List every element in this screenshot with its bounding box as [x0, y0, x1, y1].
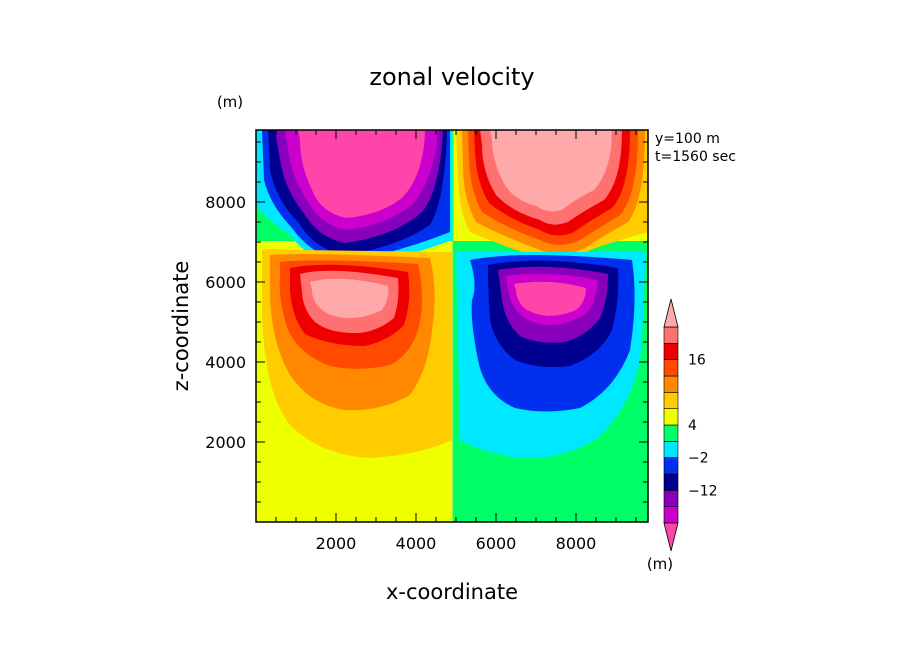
colorbar-swatch	[663, 506, 679, 524]
contour-mid-left	[262, 249, 452, 458]
colorbar-swatch	[663, 408, 679, 426]
chart-title: zonal velocity	[369, 63, 534, 91]
center-divider	[452, 130, 454, 522]
colorbar-tick-label: −12	[688, 483, 718, 499]
colorbar-swatch	[663, 473, 679, 491]
x-tick-label: 4000	[396, 534, 437, 553]
colorbar-swatch	[663, 424, 679, 442]
colorbar-extend-bottom	[663, 522, 679, 552]
y-unit-label: (m)	[217, 93, 243, 111]
colorbar-tick-label: 4	[688, 418, 697, 434]
colorbar-swatch	[663, 359, 679, 377]
colorbar-extend-top	[663, 298, 679, 328]
colorbar: 16 4 −2 −12	[663, 298, 718, 552]
colorbar-swatch	[663, 375, 679, 393]
x-tick-label: 6000	[476, 534, 517, 553]
x-axis-label: x-coordinate	[386, 580, 518, 604]
contour-upper-left	[256, 130, 452, 268]
y-tick-label: 2000	[205, 433, 246, 452]
y-tick-label: 6000	[205, 273, 246, 292]
plot-frame	[255, 129, 649, 523]
x-tick-label: 8000	[556, 534, 597, 553]
x-tick-label: 2000	[316, 534, 357, 553]
colorbar-swatch	[663, 457, 679, 475]
colorbar-tick-label: 16	[688, 353, 706, 369]
annotation-y: y=100 m	[655, 131, 720, 147]
colorbar-swatch	[663, 392, 679, 409]
colorbar-swatch	[663, 343, 679, 360]
y-axis-ticks: 2000 4000 6000 8000	[205, 141, 648, 503]
colorbar-swatch	[663, 441, 679, 458]
colorbar-swatch	[663, 326, 679, 344]
x-axis-ticks: 2000 4000 6000 8000	[275, 130, 637, 553]
contour-upper-right	[456, 130, 648, 262]
colorbar-swatch	[663, 490, 679, 507]
colorbar-unit-label: (m)	[647, 555, 673, 573]
colorbar-tick-label: −2	[688, 451, 709, 467]
contour-mid-right	[456, 252, 645, 459]
y-axis-label: z-coordinate	[169, 261, 193, 392]
annotation-t: t=1560 sec	[655, 149, 736, 165]
contour-field	[256, 130, 648, 522]
y-tick-label: 4000	[205, 353, 246, 372]
y-tick-label: 8000	[205, 193, 246, 212]
